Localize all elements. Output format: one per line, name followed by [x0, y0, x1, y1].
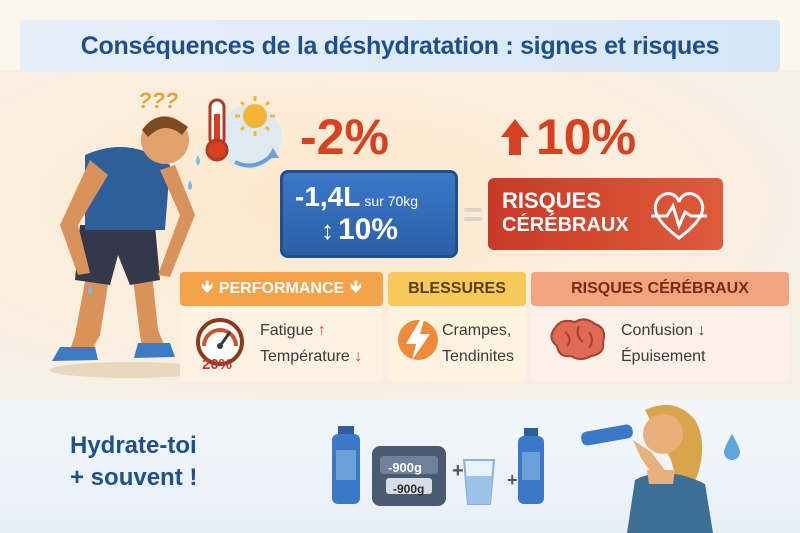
category-blessures-header: BLESSURES — [388, 272, 526, 306]
cerebral-item-confusion: Confusion ↓ — [621, 322, 706, 340]
increase-percent-group: 10% — [500, 108, 636, 166]
performance-item-fatigue: Fatigue ↑ — [260, 322, 326, 340]
sun-icon — [235, 96, 275, 136]
equals-sign: = — [463, 196, 483, 234]
arrow-up-icon: ↑ — [317, 322, 326, 339]
title-banner: Conséquences de la déshydratation : sign… — [20, 20, 780, 72]
water-loss-note: sur 70kg — [364, 193, 419, 209]
water-loss-change: 10% — [338, 213, 399, 246]
gauge-icon — [196, 318, 244, 366]
down-arrow-icon: 🡻 — [201, 278, 213, 296]
category-performance-title: PERFORMANCE — [218, 280, 345, 297]
cerebral-risk-line1: RISQUES — [502, 188, 602, 213]
increase-percent: 10% — [536, 109, 637, 165]
water-bottle-icon — [518, 428, 544, 504]
brain-icon — [550, 318, 605, 360]
category-cerebral-title: RISQUES CÉRÉBRAUX — [571, 280, 749, 297]
blessures-item-crampes: Crampes, — [442, 322, 512, 339]
arrow-up-icon — [501, 119, 529, 155]
category-cerebral-header: RISQUES CÉRÉBRAUX — [531, 272, 789, 306]
thermometer-sun-icon — [205, 96, 282, 169]
performance-item-temperature-label: Température — [260, 348, 350, 365]
cerebral-risk-line2: CÉRÉBRAUX — [502, 214, 629, 236]
cerebral-risk-box: RISQUES CÉRÉBRAUX — [488, 178, 723, 250]
category-blessures-title: BLESSURES — [408, 280, 506, 297]
hydrate-message: Hydrate-toi + souvent ! — [70, 430, 197, 494]
arrow-down-icon: ↓ — [697, 322, 706, 339]
water-bottle-icon — [332, 426, 360, 504]
down-arrow-icon: 🡻 — [350, 278, 362, 296]
plus-sign: + — [507, 470, 518, 490]
scale-label-top: -900g — [388, 460, 422, 475]
category-performance-header: 🡻 PERFORMANCE 🡻 — [180, 272, 383, 306]
plus-sign: + — [452, 460, 464, 482]
question-marks: ??? — [138, 88, 179, 113]
water-drop-icon — [724, 434, 740, 460]
hydrate-line1: Hydrate-toi — [70, 432, 197, 459]
tired-athlete-illustration — [50, 116, 210, 378]
loss-percent: -2% — [300, 109, 389, 165]
glass-icon — [462, 459, 496, 505]
bottles-scale-illustration — [332, 426, 544, 506]
heart-pulse-icon — [651, 192, 707, 240]
category-performance: 🡻 PERFORMANCE 🡻 20% Fatigue ↑ Températur… — [180, 272, 383, 382]
up-down-arrow-icon: ↕ — [321, 214, 334, 245]
hydrate-line2: + souvent ! — [70, 464, 198, 491]
category-cerebral: RISQUES CÉRÉBRAUX Confusion ↓ Épuisement — [531, 272, 789, 382]
category-blessures: BLESSURES Crampes, Tendinites — [388, 272, 526, 382]
water-loss-amount: -1,4L — [295, 181, 361, 212]
page-title: Conséquences de la déshydratation : sign… — [80, 31, 720, 60]
gauge-value: 20% — [202, 356, 233, 373]
performance-item-temperature: Température ↓ — [260, 348, 362, 366]
arrow-down-icon: ↓ — [354, 348, 363, 365]
water-loss-box: -1,4L sur 70kg ↕ 10% — [280, 170, 458, 258]
cerebral-item-confusion-label: Confusion — [621, 322, 694, 339]
scale-label-bottom: -900g — [393, 482, 425, 496]
scale-icon — [372, 446, 446, 506]
performance-item-fatigue-label: Fatigue — [260, 322, 314, 339]
cerebral-item-epuisement: Épuisement — [621, 348, 706, 365]
lightning-icon — [398, 320, 438, 360]
drinking-woman-illustration — [581, 404, 713, 533]
blessures-item-tendinites: Tendinites — [442, 348, 515, 365]
